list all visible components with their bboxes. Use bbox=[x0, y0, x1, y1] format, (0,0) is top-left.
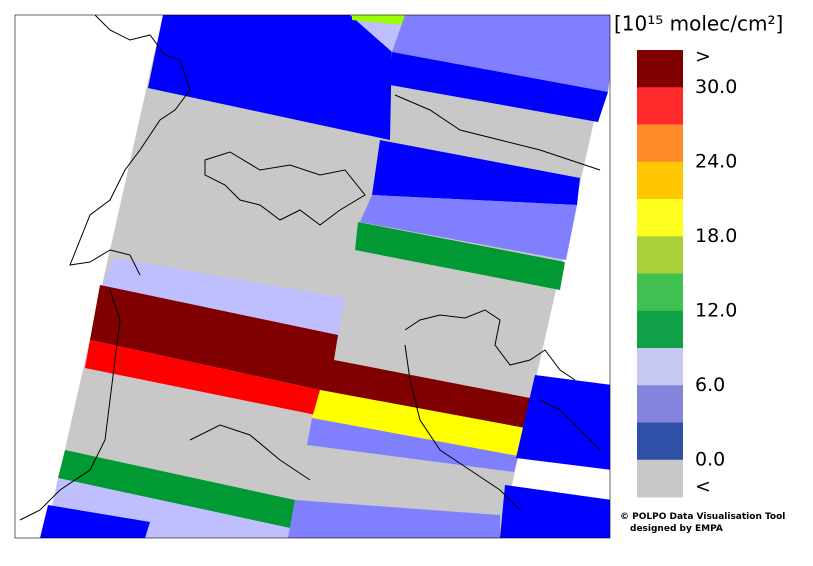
legend-swatch bbox=[637, 385, 683, 423]
credit: © POLPO Data Visualisation Tool bbox=[620, 512, 785, 522]
pixel bbox=[312, 390, 525, 456]
legend-swatch bbox=[637, 422, 683, 461]
legend-swatch bbox=[637, 161, 683, 200]
pixel bbox=[516, 375, 610, 470]
border bbox=[394, 94, 601, 171]
pixel bbox=[350, 15, 405, 56]
pixel bbox=[392, 15, 610, 92]
legend-label: 18.0 bbox=[695, 225, 737, 247]
border bbox=[204, 151, 366, 226]
credit: designed by EMPA bbox=[630, 524, 723, 534]
legend-swatch bbox=[637, 87, 683, 125]
legend-title: [10¹⁵ molec/cm²] bbox=[614, 12, 783, 36]
legend: >30.0 24.0 18.0 12.0 6.0 0.0 < bbox=[637, 46, 737, 498]
border bbox=[539, 399, 601, 451]
pixel bbox=[100, 258, 345, 335]
border bbox=[404, 344, 521, 511]
legend-swatch bbox=[637, 459, 683, 498]
legend-label: 30.0 bbox=[695, 76, 737, 98]
map-frame bbox=[14, 14, 611, 539]
border bbox=[404, 309, 576, 381]
legend-swatch bbox=[637, 273, 683, 312]
pixel bbox=[148, 15, 392, 140]
pixel bbox=[372, 140, 580, 205]
pixel bbox=[58, 450, 295, 528]
pixel bbox=[90, 285, 530, 428]
legend-label: 12.0 bbox=[695, 299, 737, 321]
legend-label: 6.0 bbox=[695, 374, 725, 396]
pixel bbox=[40, 505, 150, 538]
legend-label: 0.0 bbox=[695, 448, 725, 470]
pixel bbox=[288, 500, 500, 538]
pixel bbox=[352, 15, 405, 25]
legend-label: > bbox=[695, 46, 711, 68]
pixel bbox=[500, 485, 610, 538]
border bbox=[69, 15, 191, 276]
border bbox=[189, 424, 311, 481]
legend-swatch bbox=[637, 236, 683, 274]
border bbox=[19, 289, 121, 521]
legend-swatch bbox=[637, 50, 683, 88]
map bbox=[19, 15, 610, 538]
legend-label: 24.0 bbox=[695, 150, 737, 172]
pixel bbox=[355, 222, 565, 290]
legend-swatch bbox=[637, 310, 683, 349]
pixel bbox=[390, 52, 608, 122]
pixel bbox=[307, 418, 518, 472]
pixel bbox=[85, 340, 320, 415]
legend-swatch bbox=[637, 348, 683, 386]
legend-label: < bbox=[695, 476, 711, 498]
legend-swatch bbox=[637, 199, 683, 237]
pixel bbox=[360, 195, 577, 260]
legend-swatch bbox=[637, 124, 683, 163]
